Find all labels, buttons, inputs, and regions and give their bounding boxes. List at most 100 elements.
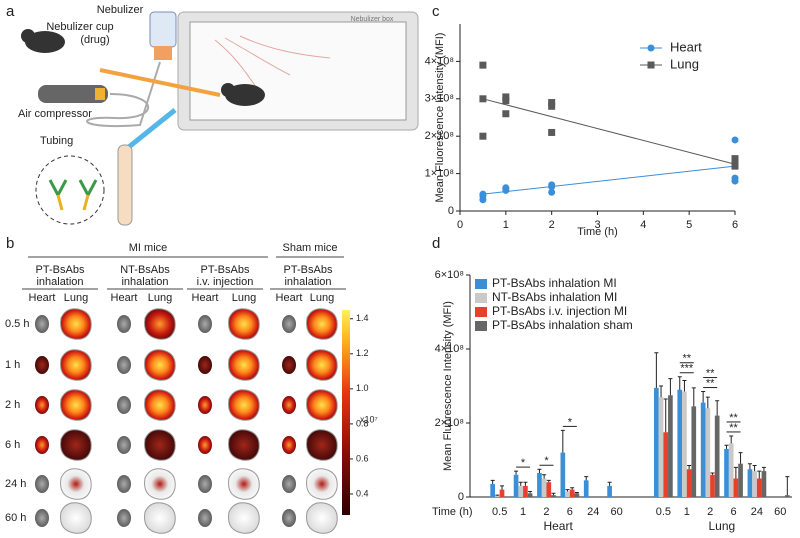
- lung-image: [306, 502, 338, 534]
- heart-image: [198, 509, 212, 527]
- lung-image: [144, 502, 176, 534]
- group-label: Sham mice: [282, 242, 337, 254]
- label: Tubing: [40, 135, 73, 147]
- significance-label: **: [706, 377, 715, 389]
- error-bar: [518, 481, 523, 486]
- x-tick-label: 4: [640, 219, 646, 231]
- error-bar: [528, 490, 533, 494]
- bar: [691, 406, 697, 497]
- heart-image: [282, 396, 296, 414]
- group-label: Lung: [708, 519, 735, 533]
- x-tick-label: 6: [732, 219, 738, 231]
- y-tick-label: 4×10⁸: [425, 55, 454, 67]
- lung-image: [228, 389, 260, 421]
- bar: [654, 387, 659, 497]
- y-tick-label: 2×10⁸: [435, 417, 464, 429]
- error-bar: [654, 352, 659, 388]
- antibody: [56, 194, 90, 211]
- x-tick-label: 1: [684, 506, 690, 518]
- point: [548, 102, 556, 110]
- fit-line: [482, 98, 736, 165]
- bar: [752, 471, 757, 497]
- heart-image: [282, 356, 296, 374]
- significance-label: **: [706, 367, 715, 379]
- bar: [551, 495, 556, 497]
- y-tick-label: 4×10⁸: [435, 343, 464, 355]
- compressor-switch: [95, 88, 105, 100]
- timepoint-label: 24 h: [5, 478, 26, 490]
- bar: [518, 485, 524, 497]
- bar: [499, 489, 505, 497]
- error-bar: [546, 479, 551, 483]
- error-bar: [560, 429, 565, 453]
- arrow: [99, 68, 221, 97]
- point: [731, 162, 739, 170]
- colorbar-tick-label: 1.4: [356, 313, 369, 323]
- mouse-head: [21, 29, 35, 43]
- point: [479, 95, 487, 103]
- bar: [710, 474, 715, 497]
- error-bar: [687, 465, 692, 470]
- bar: [658, 397, 664, 497]
- error-bar: [663, 398, 668, 433]
- error-bar: [570, 487, 575, 490]
- label: Air compressor: [18, 108, 92, 120]
- error-bar: [523, 481, 528, 486]
- x-tick-label: 6: [567, 506, 573, 518]
- point: [479, 61, 487, 69]
- lung-image: [228, 429, 260, 461]
- antibody: [48, 179, 98, 199]
- label: Nebulizer cup: [46, 21, 113, 33]
- point: [548, 188, 556, 196]
- zoom-circle: [35, 155, 105, 225]
- heart-image: [35, 315, 49, 333]
- legend-label: Lung: [670, 56, 699, 71]
- legend-label: PT-BsAbs i.v. injection MI: [492, 304, 627, 318]
- bar: [569, 489, 575, 497]
- treatment-label: inhalation: [284, 276, 331, 288]
- legend-marker: [647, 44, 655, 52]
- organ-label: Lung: [148, 292, 172, 304]
- lung-image: [60, 468, 92, 500]
- point: [502, 110, 510, 118]
- x-tick-label: 3: [594, 219, 600, 231]
- error-bar: [495, 494, 500, 496]
- heart-image: [35, 396, 49, 414]
- bar: [495, 495, 500, 497]
- heart-image: [282, 436, 296, 454]
- timepoint-label: 0.5 h: [5, 318, 29, 330]
- heart-image: [117, 396, 131, 414]
- lung-image: [306, 308, 338, 340]
- legend-swatch: [475, 307, 487, 317]
- error-bar: [757, 470, 762, 479]
- bar: [784, 495, 790, 497]
- x-tick-label: 1: [503, 219, 509, 231]
- lung-image: [60, 429, 92, 461]
- panel-label: d: [432, 235, 440, 252]
- point: [731, 158, 739, 166]
- treatment-label: PT-BsAbs: [284, 264, 333, 276]
- y-tick-label: 1×10⁸: [425, 168, 454, 180]
- nebulizer-cup: [149, 11, 177, 48]
- timepoint-label: 1 h: [5, 359, 20, 371]
- legend-label: PT-BsAbs inhalation sham: [492, 318, 633, 332]
- colorbar-unit: x10⁷: [360, 414, 378, 424]
- error-bar: [733, 466, 738, 479]
- bar: [565, 491, 570, 497]
- error-bar: [691, 387, 696, 407]
- colorbar-tick-label: 1.0: [356, 383, 369, 393]
- bar: [668, 395, 673, 497]
- heart-image: [117, 475, 131, 493]
- legend-label: Heart: [670, 39, 702, 54]
- bar: [728, 443, 734, 497]
- mouse-head: [221, 83, 235, 97]
- x-tick-label: 1: [520, 506, 526, 518]
- significance-label: *: [521, 457, 526, 469]
- lung-image: [306, 349, 338, 381]
- significance-label: **: [682, 353, 691, 365]
- legend-swatch: [475, 293, 487, 303]
- x-tick-label: 24: [751, 506, 763, 518]
- x-tick-label: 2: [543, 506, 549, 518]
- heart-image: [117, 509, 131, 527]
